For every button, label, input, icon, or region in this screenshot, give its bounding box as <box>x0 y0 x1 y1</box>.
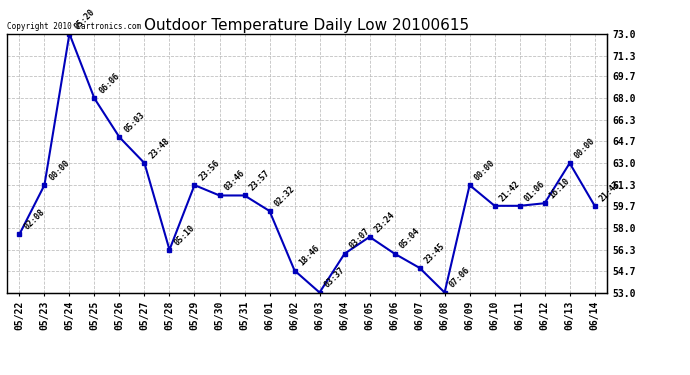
Text: 16:10: 16:10 <box>547 176 571 201</box>
Text: Copyright 2010 Cartronics.com: Copyright 2010 Cartronics.com <box>7 22 141 31</box>
Text: 00:00: 00:00 <box>473 158 496 182</box>
Text: 02:08: 02:08 <box>22 207 46 231</box>
Text: 00:00: 00:00 <box>573 136 596 160</box>
Text: 07:06: 07:06 <box>447 266 471 290</box>
Text: 05:03: 05:03 <box>122 110 146 135</box>
Text: 05:20: 05:20 <box>72 7 96 31</box>
Text: 06:06: 06:06 <box>97 72 121 96</box>
Text: 23:45: 23:45 <box>422 241 446 265</box>
Text: 03:37: 03:37 <box>322 266 346 290</box>
Text: 18:46: 18:46 <box>297 244 322 268</box>
Text: 01:06: 01:06 <box>522 179 546 203</box>
Text: 23:57: 23:57 <box>247 169 271 193</box>
Text: 05:04: 05:04 <box>397 227 422 251</box>
Text: 00:00: 00:00 <box>47 158 71 182</box>
Text: 23:48: 23:48 <box>147 136 171 160</box>
Text: 21:42: 21:42 <box>497 179 522 203</box>
Title: Outdoor Temperature Daily Low 20100615: Outdoor Temperature Daily Low 20100615 <box>144 18 470 33</box>
Text: 21:47: 21:47 <box>598 179 622 203</box>
Text: 23:24: 23:24 <box>373 210 396 234</box>
Text: 23:56: 23:56 <box>197 158 221 182</box>
Text: 03:07: 03:07 <box>347 227 371 251</box>
Text: 05:10: 05:10 <box>172 223 196 247</box>
Text: 02:32: 02:32 <box>273 184 296 208</box>
Text: 03:46: 03:46 <box>222 169 246 193</box>
